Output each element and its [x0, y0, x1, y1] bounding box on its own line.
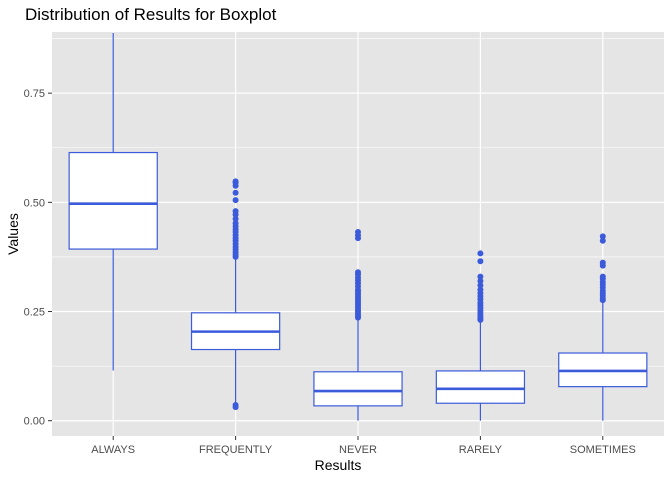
- box-iqr: [313, 371, 403, 407]
- outlier-point: [599, 233, 606, 240]
- outlier-point: [477, 250, 484, 257]
- y-axis-title: Values: [5, 213, 21, 255]
- box-sometimes: [558, 233, 648, 421]
- outlier-point: [232, 189, 239, 196]
- y-tick-label: 0.25: [24, 307, 45, 319]
- box-rarely: [435, 250, 526, 421]
- y-tick-label: 0.50: [24, 197, 45, 209]
- outlier-point: [477, 258, 484, 265]
- box-always: [68, 32, 158, 371]
- outlier-point: [477, 277, 484, 284]
- box-frequently: [190, 178, 281, 411]
- box-iqr: [68, 151, 158, 250]
- y-axis: 0.00 0.25 0.50 0.75: [24, 88, 52, 428]
- outlier-point: [599, 297, 606, 304]
- outlier-point: [232, 215, 239, 222]
- box-never: [313, 229, 403, 421]
- outlier-point: [232, 404, 239, 411]
- x-tick-label: RARELY: [459, 444, 503, 456]
- outlier-point: [232, 211, 239, 218]
- x-axis-title: Results: [315, 457, 362, 473]
- y-tick-label: 0.00: [24, 416, 45, 428]
- outlier-point: [232, 253, 239, 260]
- chart-title: Distribution of Results for Boxplot: [25, 5, 277, 24]
- outlier-point: [599, 237, 606, 244]
- x-tick-label: ALWAYS: [91, 444, 135, 456]
- outlier-point: [477, 273, 484, 280]
- y-tick-label: 0.75: [24, 88, 45, 100]
- outlier-point: [355, 314, 361, 321]
- outlier-point: [477, 282, 484, 289]
- box-iqr: [435, 370, 526, 404]
- outlier-point: [232, 197, 239, 204]
- outlier-point: [355, 235, 361, 242]
- x-tick-label: NEVER: [339, 444, 377, 456]
- x-tick-label: SOMETIMES: [570, 444, 636, 456]
- outlier-point: [232, 182, 239, 189]
- boxes-group: [68, 32, 648, 421]
- x-tick-label: FREQUENTLY: [199, 444, 273, 456]
- outlier-point: [599, 262, 606, 269]
- x-axis: ALWAYS FREQUENTLY NEVER RARELY SOMETIMES: [91, 436, 636, 456]
- outlier-point: [477, 316, 484, 323]
